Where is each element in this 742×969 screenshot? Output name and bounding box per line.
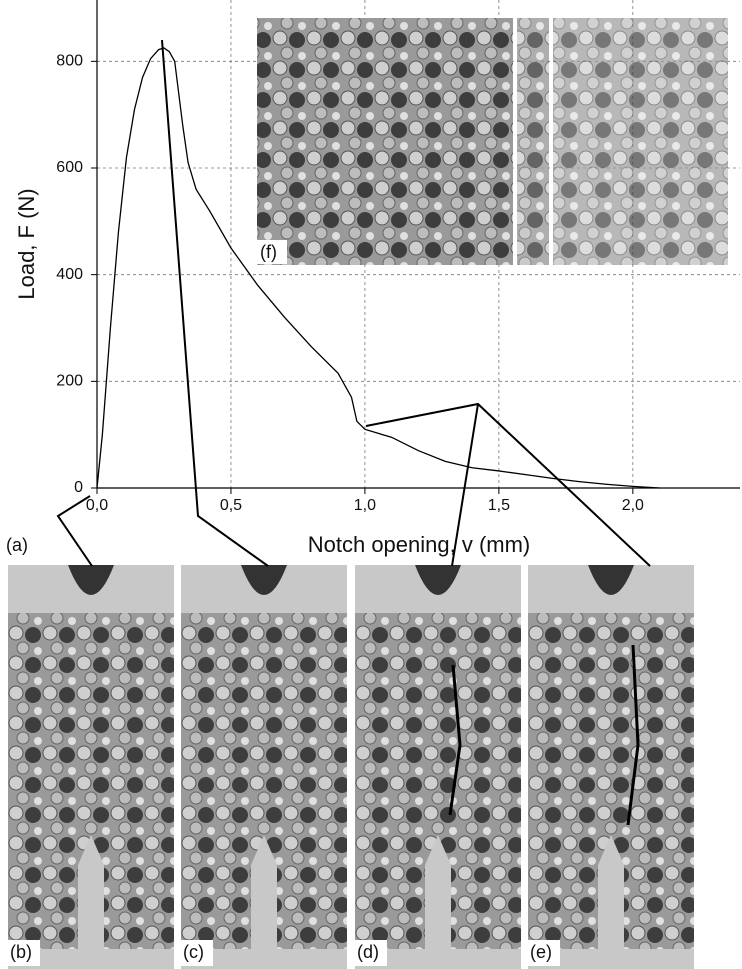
figure: (f) (b) (c) (d) (e) (a) Notch opening, v… bbox=[0, 0, 742, 969]
panel-label: (b) bbox=[10, 942, 32, 962]
x-tick-label: 1,5 bbox=[488, 497, 510, 514]
panel-label: (f) bbox=[260, 242, 277, 262]
y-axis-title: Load, F (N) bbox=[14, 188, 39, 299]
y-tick-label: 400 bbox=[56, 266, 83, 283]
panel-label: (d) bbox=[357, 942, 379, 962]
x-tick-label: 0,5 bbox=[220, 497, 242, 514]
panel-label: (e) bbox=[530, 942, 552, 962]
page: {"chart_data": {"type": "line", "ylabel"… bbox=[0, 0, 742, 969]
inset-photo: (f) bbox=[257, 18, 728, 265]
x-tick-label: 2,0 bbox=[622, 497, 644, 514]
photo-row: (b) (c) (d) (e) bbox=[8, 565, 694, 969]
x-tick-label: 1,0 bbox=[354, 497, 376, 514]
y-tick-label: 800 bbox=[56, 53, 83, 70]
y-tick-label: 0 bbox=[74, 479, 83, 496]
panel-label: (c) bbox=[183, 942, 204, 962]
y-tick-label: 200 bbox=[56, 373, 83, 390]
y-tick-label: 600 bbox=[56, 159, 83, 176]
panel-label: (a) bbox=[6, 535, 28, 555]
x-tick-label: 0,0 bbox=[86, 497, 108, 514]
x-axis-title: Notch opening, v (mm) bbox=[308, 532, 531, 557]
